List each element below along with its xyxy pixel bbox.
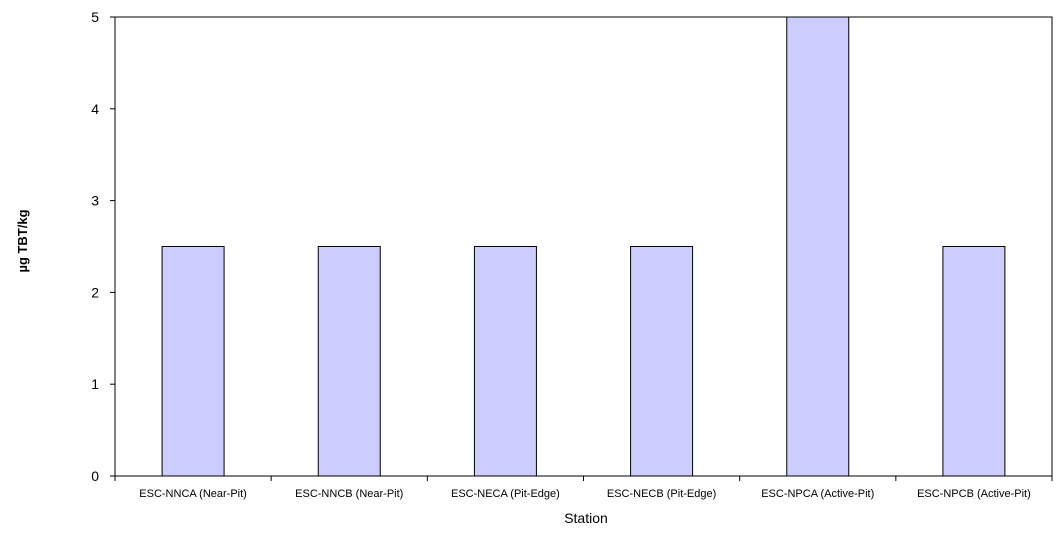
- bar: [942, 246, 1006, 477]
- bar-series: [161, 16, 1006, 477]
- y-tick-label: 1: [91, 376, 99, 392]
- x-axis-label: Station: [564, 510, 608, 526]
- y-axis: 0 1 2 3 4 5: [91, 9, 115, 484]
- x-tick-label: ESC-NPCA (Active-Pit): [761, 488, 874, 500]
- bar: [317, 246, 381, 477]
- x-tick-label: ESC-NPCB (Active-Pit): [917, 488, 1031, 500]
- plot-border: [114, 16, 1053, 477]
- y-tick-label: 0: [91, 468, 99, 484]
- y-tick-label: 5: [91, 9, 99, 25]
- x-tick-label: ESC-NECA (Pit-Edge): [451, 488, 560, 500]
- bar: [161, 246, 225, 477]
- x-tick-label: ESC-NNCB (Near-Pit): [295, 488, 403, 500]
- x-tick-label: ESC-NNCA (Near-Pit): [139, 488, 247, 500]
- y-tick-label: 3: [91, 193, 99, 209]
- bar: [786, 16, 850, 477]
- y-axis-label: µg TBT/kg: [15, 209, 30, 272]
- x-axis: ESC-NNCA (Near-Pit) ESC-NNCB (Near-Pit) ES…: [114, 476, 1053, 500]
- x-tick-label: ESC-NECB (Pit-Edge): [607, 488, 716, 500]
- bar: [473, 246, 537, 477]
- y-tick-label: 2: [91, 284, 99, 300]
- plot-area: [114, 16, 1053, 477]
- y-tick-label: 4: [91, 101, 99, 117]
- bar: [630, 246, 694, 477]
